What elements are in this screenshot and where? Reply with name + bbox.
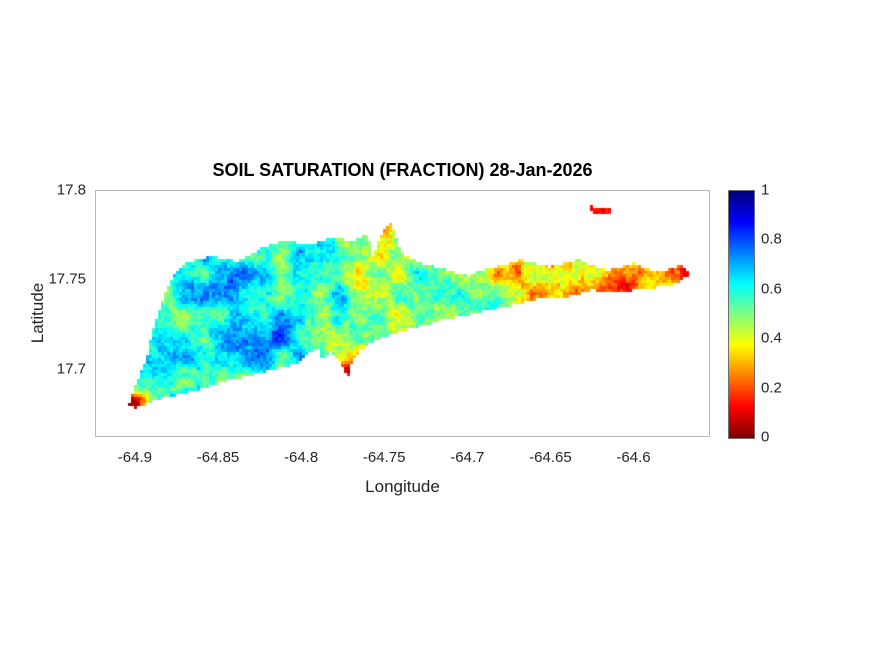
x-tick-label: -64.8 xyxy=(283,449,319,466)
x-tick-label: -64.9 xyxy=(117,449,152,466)
colorbar xyxy=(728,190,755,439)
y-tick-label: 17.75 xyxy=(48,270,86,288)
x-axis-label: Longitude xyxy=(365,477,440,496)
colorbar-tick-label: 0.6 xyxy=(761,280,782,298)
chart-title: SOIL SATURATION (FRACTION) 28-Jan-2026 xyxy=(212,160,593,180)
heatmap-canvas xyxy=(95,190,710,437)
y-tick-label: 17.8 xyxy=(56,181,86,199)
colorbar-tick-label: 0 xyxy=(761,428,770,446)
x-tick-label: -64.65 xyxy=(529,449,572,466)
x-tick-label: -64.85 xyxy=(196,449,240,466)
y-tick-label: 17.7 xyxy=(56,360,86,378)
colorbar-tick-label: 0.8 xyxy=(761,230,782,248)
x-tick-label: -64.6 xyxy=(616,449,651,466)
x-tick-label: -64.75 xyxy=(362,449,406,466)
colorbar-tick-label: 1 xyxy=(761,181,770,199)
y-axis-label: Latitude xyxy=(28,282,47,344)
colorbar-gradient xyxy=(729,191,754,438)
x-tick-label: -64.7 xyxy=(450,449,485,466)
colorbar-tick-label: 0.4 xyxy=(761,329,782,347)
colorbar-tick-label: 0.2 xyxy=(761,379,782,397)
